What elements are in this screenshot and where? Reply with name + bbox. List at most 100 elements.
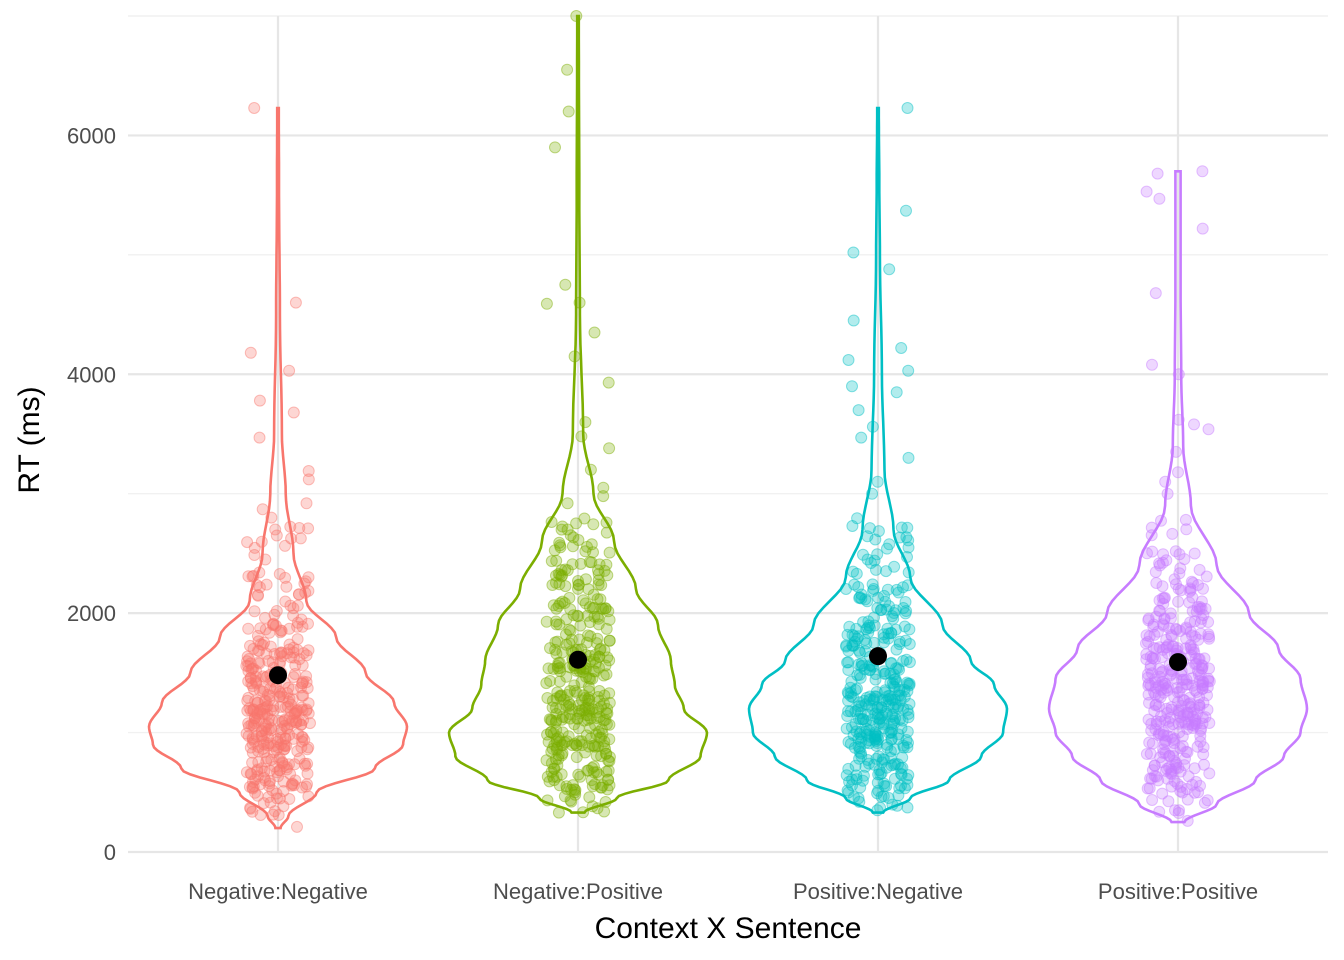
data-point <box>1189 717 1201 730</box>
data-point <box>886 798 899 811</box>
data-point <box>1186 722 1199 734</box>
data-point <box>295 681 308 694</box>
data-point <box>878 753 891 766</box>
data-point <box>1156 556 1169 569</box>
data-point <box>859 593 872 606</box>
data-point <box>546 579 559 591</box>
data-point <box>277 785 290 797</box>
data-point <box>889 673 902 686</box>
outlier-point <box>559 278 572 291</box>
data-point <box>267 619 279 632</box>
data-point <box>290 705 303 718</box>
data-point <box>1161 684 1174 697</box>
data-point <box>244 741 257 754</box>
data-point <box>591 632 604 645</box>
data-point <box>548 762 561 775</box>
data-point <box>854 707 867 720</box>
outlier-point <box>540 297 553 310</box>
data-point <box>881 542 893 555</box>
data-point <box>590 656 602 669</box>
data-point <box>1154 751 1167 764</box>
data-point <box>246 570 259 583</box>
data-point <box>1152 774 1165 787</box>
data-point <box>899 607 912 620</box>
data-point <box>1147 641 1160 654</box>
data-point <box>1142 635 1154 648</box>
data-point <box>556 595 569 608</box>
data-point <box>871 701 884 714</box>
data-point <box>872 784 885 797</box>
data-point <box>1166 718 1179 731</box>
data-point <box>284 768 297 780</box>
outlier-point <box>855 431 868 444</box>
data-point <box>568 783 581 796</box>
outlier-point <box>561 63 574 76</box>
data-point <box>863 619 876 632</box>
data-point <box>287 641 300 654</box>
outlier-point <box>890 386 903 399</box>
data-point <box>559 580 572 593</box>
data-point <box>283 622 296 635</box>
data-point <box>603 779 616 792</box>
data-point <box>266 656 279 669</box>
data-point <box>544 642 556 655</box>
data-point <box>244 801 257 814</box>
data-point <box>280 722 293 735</box>
data-point <box>274 624 287 637</box>
data-point <box>872 733 885 746</box>
data-point <box>1172 807 1185 819</box>
data-point <box>1144 662 1157 675</box>
data-point <box>277 775 290 788</box>
data-point <box>593 650 606 663</box>
data-point <box>1189 684 1201 697</box>
data-point <box>1147 620 1160 633</box>
data-point <box>252 741 265 753</box>
data-point <box>902 736 914 749</box>
data-point <box>249 670 262 683</box>
data-point <box>1184 697 1197 710</box>
data-point <box>293 653 306 666</box>
data-point <box>550 602 563 615</box>
data-point <box>901 685 914 698</box>
data-point <box>1182 770 1195 783</box>
data-point <box>603 696 616 709</box>
data-point <box>287 602 300 615</box>
data-point <box>1154 728 1167 741</box>
x-tick-label: Negative:Negative <box>188 879 368 904</box>
data-point <box>277 691 290 704</box>
data-point <box>893 685 906 698</box>
data-point <box>1165 765 1178 778</box>
outlier-point <box>575 430 588 443</box>
data-point <box>1197 748 1210 761</box>
data-point <box>599 659 612 672</box>
data-point <box>569 788 582 801</box>
data-point <box>255 725 268 738</box>
data-point <box>866 578 879 591</box>
data-point <box>1189 713 1202 726</box>
data-point <box>258 738 270 751</box>
data-point <box>571 609 584 622</box>
data-point <box>270 605 283 617</box>
data-point <box>865 719 877 732</box>
data-point <box>861 621 874 634</box>
data-point <box>602 764 615 777</box>
data-point <box>545 745 558 758</box>
outlier-point <box>597 490 610 503</box>
data-point <box>590 766 603 779</box>
data-point <box>1177 673 1190 686</box>
outlier-point <box>1146 358 1158 371</box>
data-point <box>589 740 602 753</box>
data-point <box>251 770 264 783</box>
data-point <box>263 777 276 790</box>
data-point <box>858 663 871 676</box>
data-point <box>1172 704 1185 717</box>
data-point <box>853 592 866 604</box>
data-point <box>251 763 264 776</box>
data-point <box>847 729 860 742</box>
data-point <box>1144 679 1157 692</box>
data-point <box>856 774 869 787</box>
data-point <box>862 615 875 628</box>
data-point <box>275 646 287 659</box>
data-point <box>263 626 276 639</box>
data-point <box>895 768 908 781</box>
